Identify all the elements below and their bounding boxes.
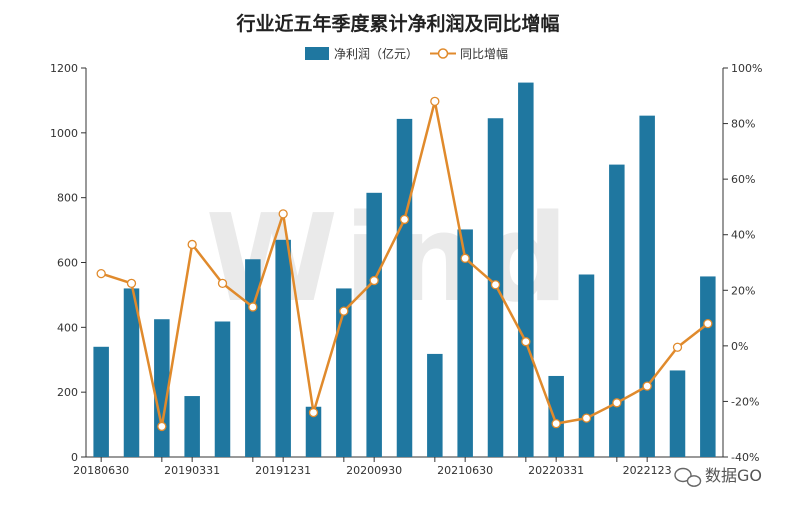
brand-badge: 数据GO [674,466,762,487]
y-tick-label-left: 1000 [50,127,78,140]
line-point [126,278,137,288]
x-tick-label: 20191231 [255,464,311,477]
bar [366,192,382,457]
x-tick-label: 20190331 [164,464,220,477]
bar-series [93,82,716,458]
line-point [672,342,683,352]
bar [305,406,322,457]
line-point [490,280,501,290]
line-point [521,337,531,347]
line-point [581,413,592,423]
legend-line-label: 同比增幅 [460,46,508,61]
line-point [551,419,561,429]
bar [700,276,716,457]
y-tick-label-left: 0 [71,451,78,464]
bar [336,288,352,457]
bar [123,288,140,457]
y-tick-label-right: 60% [731,173,755,186]
bar [518,82,534,458]
bar [669,370,686,457]
y-tick-label-right: -20% [731,395,759,408]
line-point [217,278,228,288]
line-point [642,381,652,391]
bar [639,115,655,457]
line-point [308,407,319,418]
bar [548,375,564,457]
legend-bar-swatch [305,47,329,60]
y-tick-label-right: -40% [731,451,759,464]
line-point [248,302,258,312]
legend-line-marker [437,48,449,59]
chart-title: 行业近五年季度累计净利润及同比增幅 [235,12,559,35]
bar [154,319,170,457]
line-point [430,96,440,106]
x-tick-label: 20210630 [437,464,493,477]
y-tick-label-left: 800 [57,192,78,205]
bar [427,353,443,457]
bar [457,229,473,457]
x-tick-label: 20200930 [346,464,402,477]
line-point [612,398,622,408]
bar [184,396,200,457]
y-tick-label-left: 200 [57,386,78,399]
bar [214,321,231,457]
line-point [278,209,288,219]
bar [275,239,291,457]
x-tick-label: 20220331 [528,464,584,477]
x-tick-label: 20180630 [73,464,129,477]
bar [396,118,413,457]
axes: 0 200 400 600 800 1000 1200 -40% -20% 0% 20% 40% 60%… [50,62,762,477]
y-tick-label-left: 600 [57,257,78,270]
y-tick-label-right: 80% [731,118,755,131]
bar [609,164,625,457]
y-tick-label-right: 100% [731,62,762,75]
line-point [157,421,167,432]
line-point [703,318,713,329]
line-point [369,275,379,286]
line-point [399,214,410,225]
wechat-icon [674,467,702,487]
y-tick-label-left: 400 [57,321,78,334]
line-series [96,96,713,432]
line-point [187,239,197,250]
y-tick-label-right: 20% [731,284,755,297]
line-point [460,253,470,263]
y-tick-label-right: 0% [731,340,748,353]
legend-bar-label: 净利润（亿元） [334,46,418,61]
bar [93,346,109,457]
line-point [339,306,349,316]
y-tick-label-right: 40% [731,229,755,242]
y-tick-label-left: 1200 [50,62,78,75]
line-point [96,268,106,279]
x-tick-label: 2022123 [623,464,672,477]
bar [578,274,595,457]
brand-name: 数据GO [705,466,762,485]
